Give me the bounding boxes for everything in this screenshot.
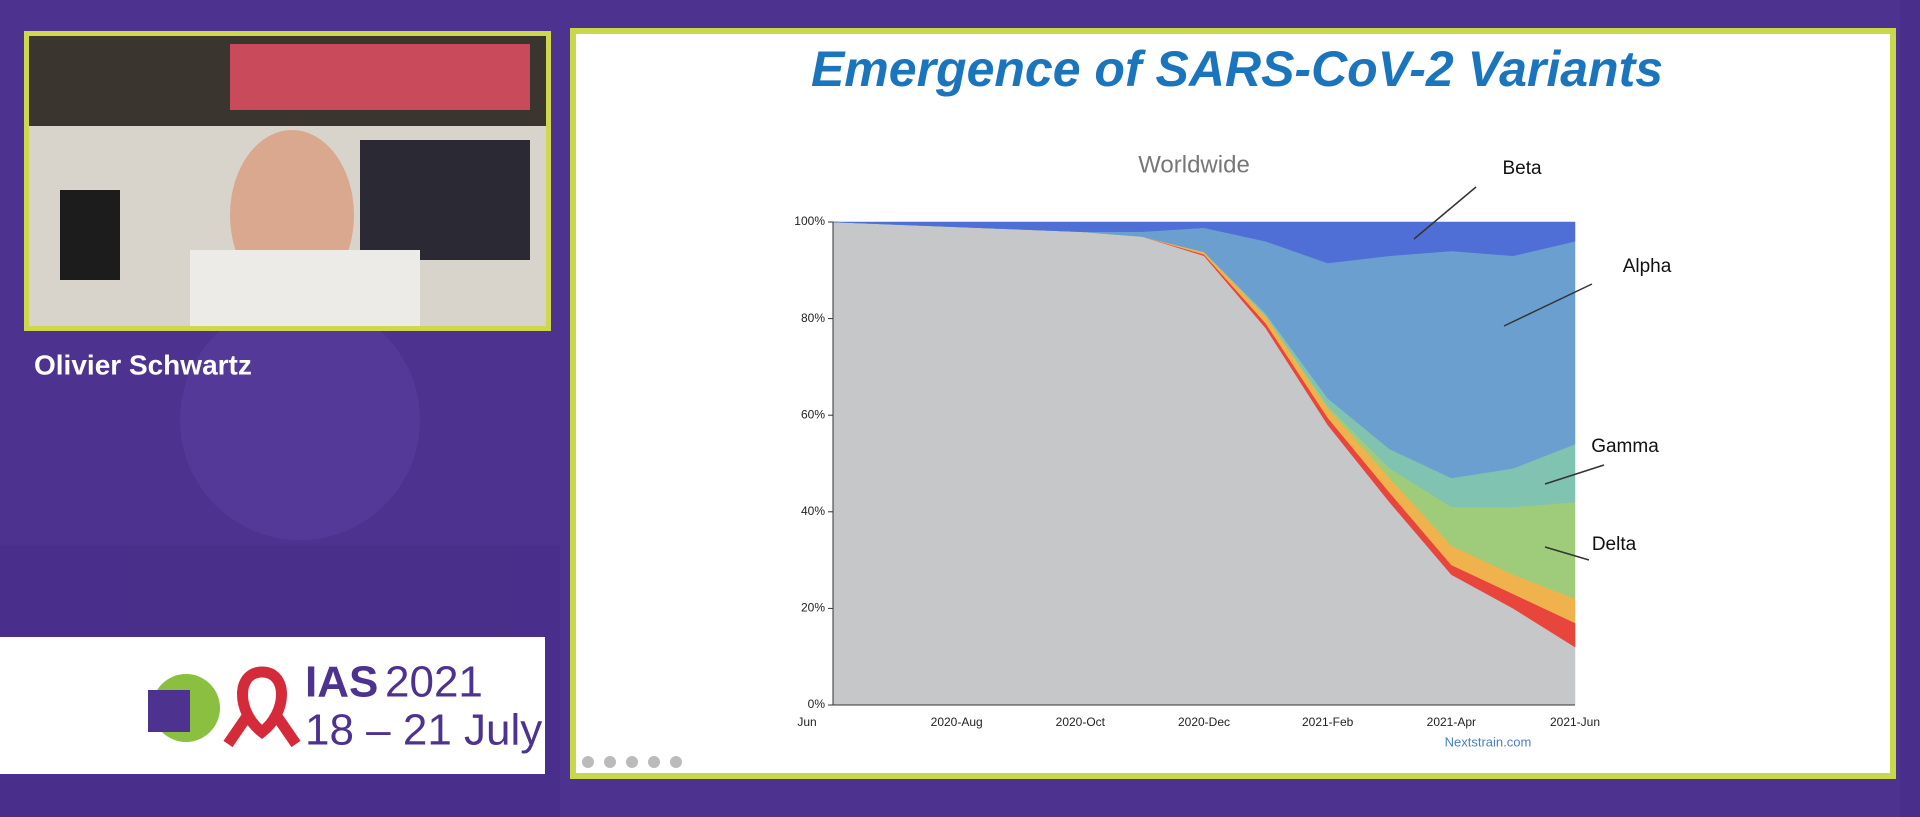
y-tick-label: 60% xyxy=(801,407,825,421)
video-tile xyxy=(24,31,551,331)
annotation-label: Delta xyxy=(1592,534,1637,555)
x-tick-label: 2021-Jun xyxy=(1550,715,1600,729)
source-label: Nextstrain.com xyxy=(1445,734,1532,749)
annotation-pointers xyxy=(1413,186,1605,561)
x-tick-label: 2021-Apr xyxy=(1427,715,1476,729)
slide-title: Emergence of SARS-CoV-2 Variants xyxy=(811,41,1663,97)
event-logo xyxy=(0,637,545,774)
y-tick-label: 40% xyxy=(801,504,825,518)
event-dates: 18 – 21 July xyxy=(305,706,542,755)
x-tick-label: Jun xyxy=(797,715,816,729)
x-tick-label: 2020-Dec xyxy=(1178,715,1230,729)
y-tick-label: 100% xyxy=(794,214,825,228)
annotation-label: Beta xyxy=(1502,158,1542,179)
annotation-label: Gamma xyxy=(1591,436,1659,457)
chart-subtitle: Worldwide xyxy=(1138,151,1250,178)
plot: 0% 20% 40% 60% 80% 100% Jun 2020-Aug 2020-Oct 202… xyxy=(794,158,1671,729)
y-tick-label: 20% xyxy=(801,601,825,615)
annotation-label: Alpha xyxy=(1623,256,1672,277)
x-tick-label: 2020-Aug xyxy=(931,715,983,729)
x-tick-label: 2020-Oct xyxy=(1056,715,1106,729)
slide-toolbar xyxy=(582,756,682,768)
event-name: IAS xyxy=(305,658,378,707)
speaker-name: Olivier Schwartz xyxy=(34,349,252,380)
event-year: 2021 xyxy=(385,658,483,707)
area xyxy=(832,221,1576,264)
y-tick-label: 0% xyxy=(808,697,826,711)
x-tick-label: 2021-Feb xyxy=(1302,715,1354,729)
y-tick-label: 80% xyxy=(801,311,825,325)
